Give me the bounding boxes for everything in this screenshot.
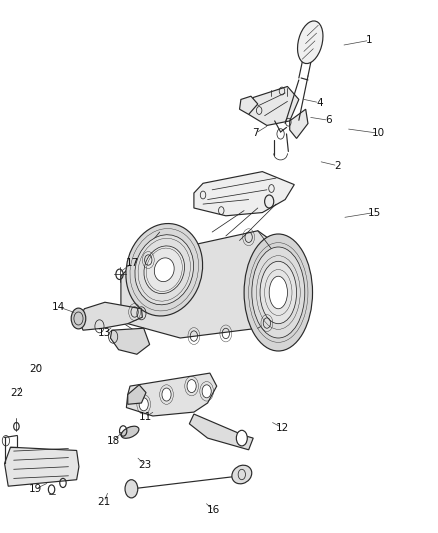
Circle shape <box>202 385 211 398</box>
Polygon shape <box>189 414 253 450</box>
Ellipse shape <box>121 426 139 438</box>
Polygon shape <box>4 447 79 486</box>
Text: 11: 11 <box>138 413 152 422</box>
Text: 23: 23 <box>138 460 152 470</box>
Circle shape <box>139 398 148 411</box>
Text: 21: 21 <box>97 497 111 507</box>
Text: 7: 7 <box>252 128 259 138</box>
Ellipse shape <box>232 465 252 484</box>
Text: 22: 22 <box>11 388 24 398</box>
Text: 6: 6 <box>325 115 332 125</box>
Ellipse shape <box>269 276 287 309</box>
Ellipse shape <box>126 223 203 316</box>
Polygon shape <box>110 328 150 354</box>
Circle shape <box>237 430 247 446</box>
Polygon shape <box>240 96 258 115</box>
Text: 2: 2 <box>334 161 341 171</box>
Text: 10: 10 <box>372 128 385 138</box>
Ellipse shape <box>135 235 194 305</box>
Ellipse shape <box>297 21 323 63</box>
Polygon shape <box>290 109 308 139</box>
Circle shape <box>71 308 86 329</box>
Polygon shape <box>121 231 294 338</box>
Circle shape <box>162 388 171 401</box>
Polygon shape <box>127 373 217 416</box>
Circle shape <box>187 379 196 393</box>
Text: 4: 4 <box>316 98 323 108</box>
Text: 1: 1 <box>366 35 373 45</box>
Text: 12: 12 <box>276 423 289 433</box>
Ellipse shape <box>144 246 184 294</box>
Ellipse shape <box>260 261 297 324</box>
Polygon shape <box>78 302 142 330</box>
Text: 18: 18 <box>106 435 120 446</box>
Text: 15: 15 <box>367 207 381 217</box>
Text: 20: 20 <box>29 364 42 374</box>
Circle shape <box>125 480 138 498</box>
Text: 16: 16 <box>207 505 220 515</box>
Ellipse shape <box>244 234 313 351</box>
Ellipse shape <box>252 247 305 338</box>
Polygon shape <box>249 86 299 125</box>
Polygon shape <box>194 172 294 216</box>
Text: 19: 19 <box>29 484 42 494</box>
Text: 13: 13 <box>97 328 111 338</box>
Text: 17: 17 <box>126 259 139 268</box>
Text: 14: 14 <box>52 302 65 312</box>
Polygon shape <box>128 385 146 405</box>
Ellipse shape <box>154 258 174 281</box>
